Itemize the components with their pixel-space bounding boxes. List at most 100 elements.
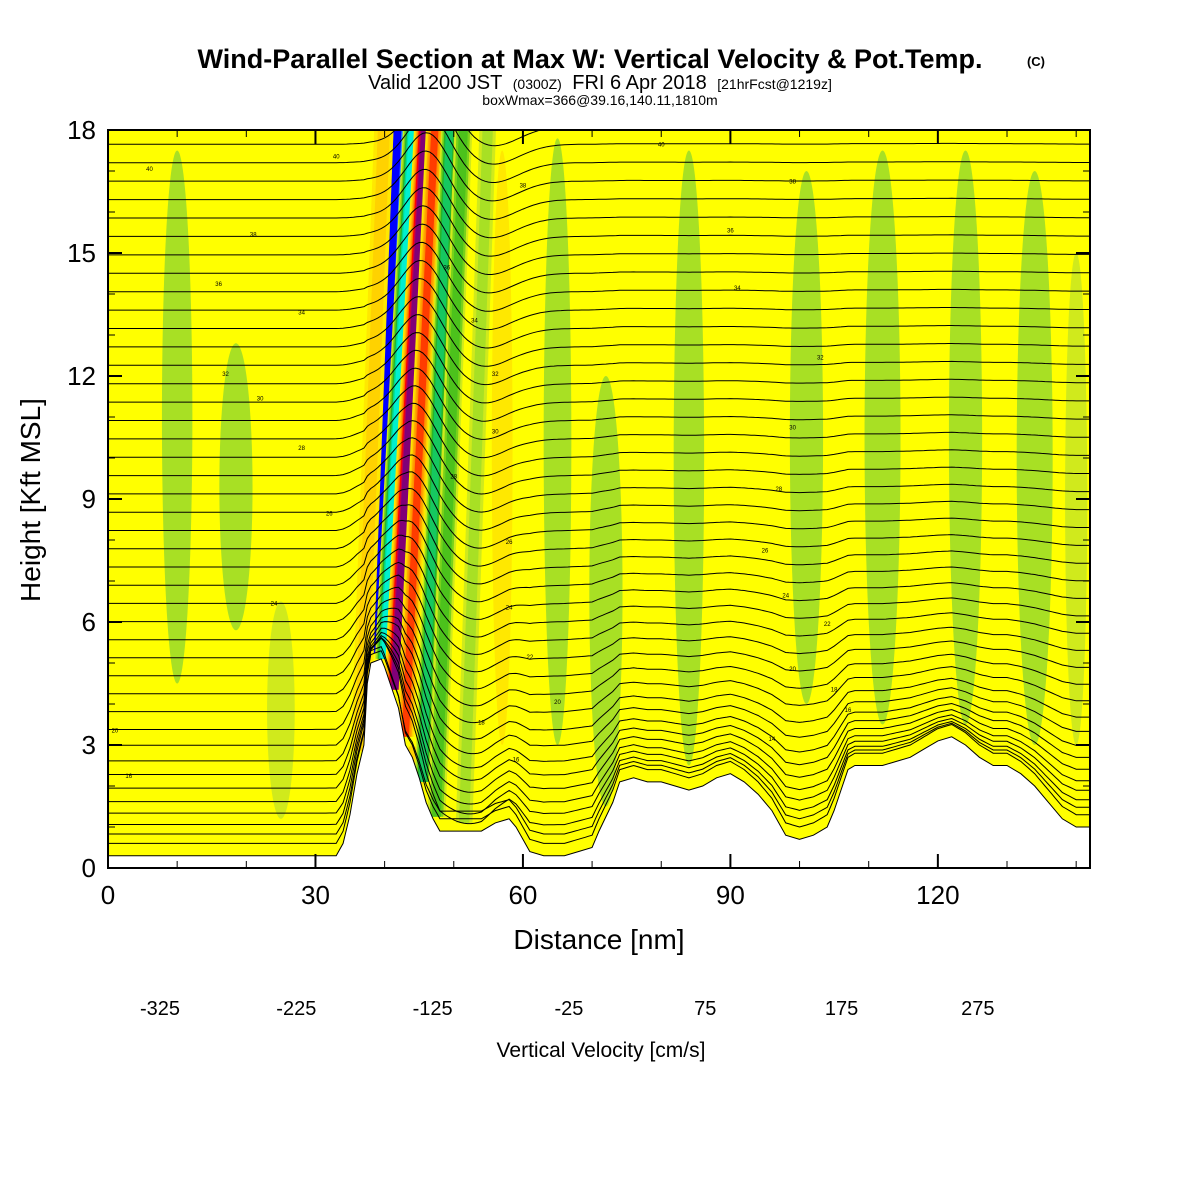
contour-label: 18 — [831, 688, 838, 694]
contour-label: 28 — [298, 446, 305, 452]
contour-label: 36 — [444, 265, 451, 271]
contour-label: 20 — [554, 700, 561, 706]
isentrope-line — [108, 586, 1090, 690]
box-info: boxWmax=366@39.16,140.11,1810m — [482, 92, 717, 108]
contour-label: 22 — [527, 655, 534, 661]
contour-label: 32 — [492, 372, 499, 378]
y-tick-label: 3 — [82, 730, 96, 760]
contour-label: 16 — [125, 774, 132, 780]
y-axis-label: Height [Kft MSL] — [15, 398, 46, 602]
isentrope-line — [108, 637, 1090, 815]
isentrope-line — [108, 150, 1090, 220]
y-tick-label: 9 — [82, 484, 96, 514]
valid-utc: (0300Z) — [513, 76, 562, 92]
colorbar-tick-label: -225 — [276, 998, 316, 1020]
downdraft-streak — [1016, 171, 1053, 745]
isentrope-line — [108, 645, 1090, 844]
isentrope-line — [108, 420, 1090, 495]
contour-label: 38 — [789, 179, 796, 185]
downdraft-streak — [589, 376, 623, 807]
contour-label: 16 — [845, 708, 852, 714]
isentrope-line — [108, 130, 1090, 165]
colorbar-tick-label: 175 — [825, 998, 858, 1020]
contour-label: 38 — [250, 233, 257, 239]
wave-band — [458, 130, 493, 823]
y-tick-label: 0 — [82, 853, 96, 883]
isentrope-line — [108, 205, 1090, 275]
isentrope-line — [108, 615, 1090, 740]
forecast-info: [21hrFcst@1219z] — [717, 76, 832, 92]
contour-label: 30 — [257, 397, 264, 403]
contour-labels: 20 16 40 38 36 34 32 30 28 26 24 40 38 36 34 32 30 28 26 24… — [112, 142, 852, 779]
contour-label: 14 — [769, 737, 776, 743]
x-tick-label: 30 — [301, 880, 330, 910]
terrain-profile — [108, 658, 1090, 868]
contour-label: 34 — [298, 311, 305, 317]
isentrope-line — [108, 130, 1090, 183]
colorbar-tick-label: 275 — [961, 998, 994, 1020]
downdraft-streak — [161, 150, 193, 684]
chart-title: Wind-Parallel Section at Max W: Vertical… — [198, 44, 983, 74]
contour-label: 40 — [333, 155, 340, 161]
potential-temperature-contours — [108, 130, 1090, 844]
valid-date: FRI 6 Apr 2018 — [572, 72, 707, 94]
contour-label: 26 — [506, 540, 513, 546]
isentrope-line — [108, 504, 1090, 585]
updraft-streak — [491, 150, 513, 745]
isentrope-line — [108, 631, 1090, 781]
contour-label: 20 — [789, 667, 796, 673]
y-tick-label: 18 — [67, 115, 96, 145]
vertical-velocity-field — [161, 130, 1088, 832]
contour-label: 36 — [215, 282, 222, 288]
isentrope-line — [108, 187, 1090, 257]
downdraft-streak — [219, 343, 253, 631]
valid-prefix: Valid 1200 JST — [368, 72, 502, 94]
valid-time: Valid 1200 JST (0300Z) FRI 6 Apr 2018 [2… — [368, 72, 832, 94]
isentrope-line — [108, 259, 1090, 331]
contour-label: 16 — [513, 757, 520, 763]
contour-label: 24 — [506, 606, 513, 612]
contour-label: 30 — [492, 429, 499, 435]
downdraft-streak — [948, 150, 983, 725]
contour-label: 28 — [450, 475, 457, 481]
isentrope-line — [108, 168, 1090, 239]
colorbar-tick-label: 75 — [694, 998, 716, 1020]
downdraft-streak — [864, 150, 901, 725]
contour-label: 36 — [727, 229, 734, 235]
isentrope-line — [108, 332, 1090, 404]
isentrope-line — [108, 636, 1090, 826]
downdraft-streak — [267, 601, 295, 819]
colorbar-tick-label: -125 — [413, 998, 453, 1020]
plot-area: 20 16 40 38 36 34 32 30 28 26 24 40 38 36 34 32 30 28 26 24… — [108, 130, 1090, 868]
isentrope-line — [108, 534, 1090, 620]
y-tick-label: 15 — [67, 238, 96, 268]
isentrope-line — [108, 621, 1090, 755]
isentrope-line — [108, 607, 1090, 724]
colorbar-label: Vertical Velocity [cm/s] — [497, 1039, 706, 1062]
isentrope-line — [108, 402, 1090, 477]
contour-label: 26 — [762, 548, 769, 554]
colorbar-tick-label: -25 — [554, 998, 583, 1020]
isentrope-line — [108, 296, 1090, 367]
isentrope-line — [108, 132, 1090, 202]
isentrope-line — [108, 597, 1090, 707]
wave-band — [431, 130, 468, 817]
contour-label: 20 — [112, 729, 119, 735]
terrain — [108, 658, 1090, 868]
contour-label: 18 — [478, 721, 485, 727]
isentrope-line — [108, 437, 1090, 513]
isentrope-line — [108, 471, 1090, 549]
x-tick-label: 120 — [916, 880, 959, 910]
isentrope-line — [108, 548, 1090, 638]
contour-label: 24 — [271, 602, 278, 608]
isentrope-line — [108, 277, 1090, 349]
y-tick-label: 6 — [82, 607, 96, 637]
isentrope-line — [108, 519, 1090, 603]
isentrope-line — [108, 314, 1090, 386]
isentrope-line — [108, 241, 1090, 312]
isentrope-line — [108, 385, 1090, 459]
isentrope-line — [108, 487, 1090, 567]
contour-label: 38 — [520, 183, 527, 189]
colorbar-tick-label: -325 — [140, 998, 180, 1020]
